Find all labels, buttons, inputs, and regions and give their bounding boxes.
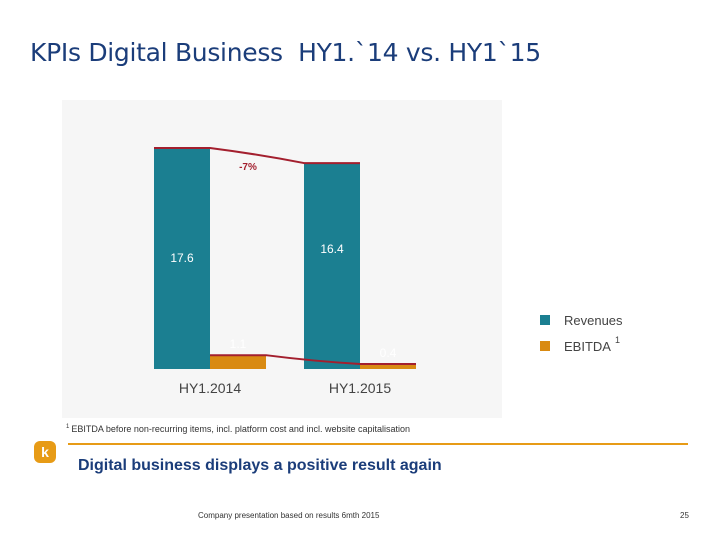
bar-ebitda-HY1.2014 <box>210 355 266 369</box>
value-label-ebitda-HY1.2014: 1.1 <box>230 337 247 351</box>
bar-ebitda-HY1.2015 <box>360 363 416 369</box>
divider-line <box>68 443 688 445</box>
chart-legend: Revenues EBITDA 1 <box>540 308 623 360</box>
legend-superscript-ebitda: 1 <box>614 335 620 345</box>
bar-chart: -7% 17.6 16.4 1.1 0.4 HY1.2014 HY1.2015 <box>154 147 416 396</box>
change-annotation: -7% <box>239 162 257 173</box>
legend-swatch-ebitda <box>540 341 550 351</box>
conclusion-text: Digital business displays a positive res… <box>78 457 442 474</box>
source-note: Company presentation based on results 6m… <box>198 511 380 520</box>
legend-item-revenues: Revenues <box>540 308 623 332</box>
slide-title: KPIs Digital Business HY1.`14 vs. HY1`15 <box>30 38 541 67</box>
x-tick-label-HY1.2015: HY1.2015 <box>329 380 391 396</box>
bar-revenues-HY1.2015 <box>304 163 360 369</box>
bar-revenues-HY1.2014 <box>154 148 210 369</box>
footnote-marker: 1 <box>66 424 70 430</box>
legend-item-ebitda: EBITDA 1 <box>540 334 623 358</box>
connector-revenues <box>154 147 360 165</box>
legend-swatch-revenues <box>540 315 550 325</box>
footnote: 1 EBITDA before non-recurring items, incl… <box>66 424 410 434</box>
chart-panel: -7% 17.6 16.4 1.1 0.4 HY1.2014 HY1.2015 <box>62 100 502 418</box>
value-label-revenues-HY1.2015: 16.4 <box>320 242 344 256</box>
page-number: 25 <box>680 511 689 520</box>
legend-label-revenues: Revenues <box>564 312 623 328</box>
value-label-ebitda-HY1.2015: 0.4 <box>380 346 397 360</box>
footnote-text: EBITDA before non-recurring items, incl.… <box>71 424 410 434</box>
company-logo: k <box>34 441 56 463</box>
connector-ebitda <box>210 354 416 365</box>
x-tick-label-HY1.2014: HY1.2014 <box>179 380 241 396</box>
legend-label-ebitda: EBITDA <box>564 338 611 354</box>
value-label-revenues-HY1.2014: 17.6 <box>170 251 194 265</box>
